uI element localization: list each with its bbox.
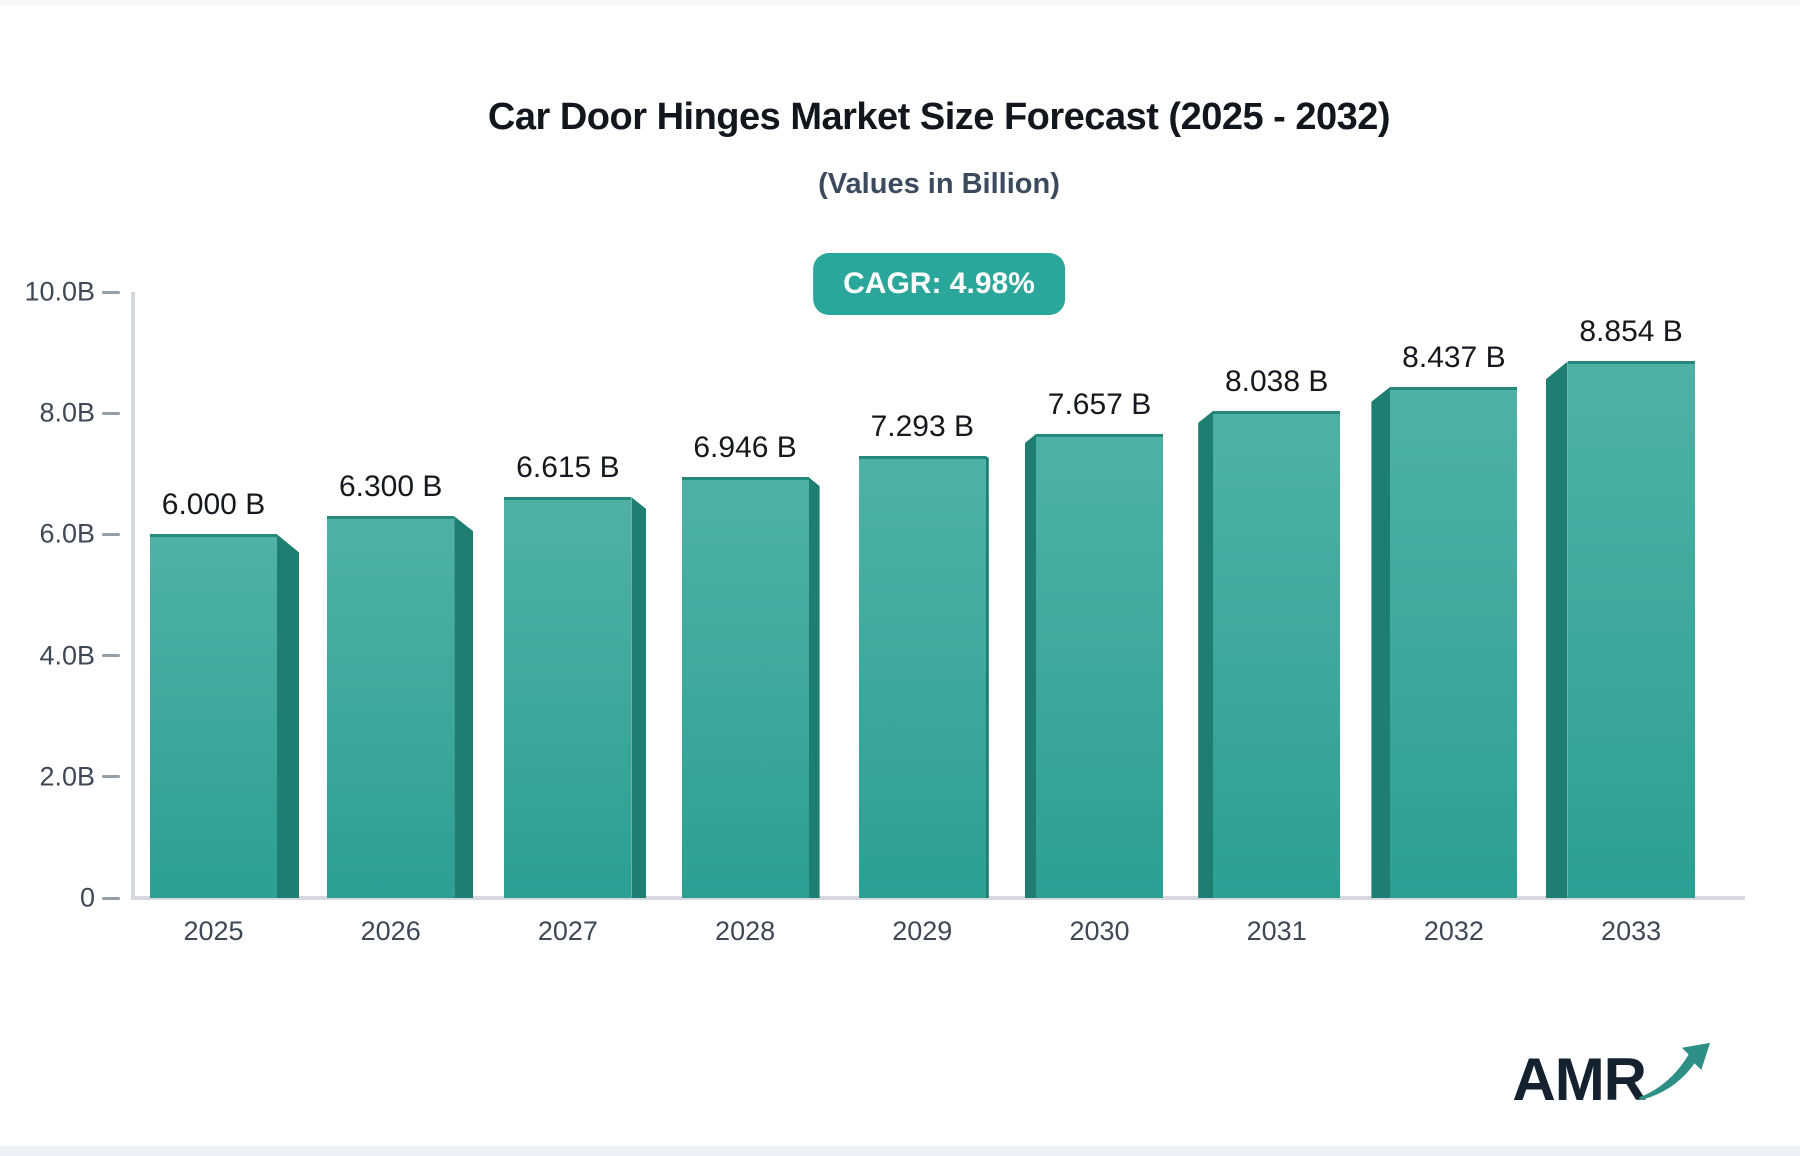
- bar-value-label: 8.038 B: [1224, 364, 1329, 398]
- bar: [681, 477, 809, 898]
- y-tick-label: 2.0B: [39, 761, 95, 792]
- bar-side-panel: [277, 534, 299, 898]
- y-tick-label: 6.0B: [39, 518, 95, 549]
- y-tick-label: 10.0B: [24, 276, 95, 307]
- y-tick-label: 0: [79, 882, 95, 913]
- bar-side-panel: [1198, 410, 1214, 898]
- bar-side-panel: [454, 516, 474, 898]
- bar-side-panel: [1371, 386, 1391, 898]
- bar: [1213, 410, 1341, 898]
- bar-value-label: 7.657 B: [1047, 387, 1152, 421]
- y-tick-mark: [102, 775, 120, 779]
- x-axis-label: 2026: [360, 916, 421, 946]
- y-axis-line: [131, 292, 135, 898]
- bar-side-panel: [1025, 433, 1036, 898]
- y-tick-mark: [102, 290, 120, 294]
- y-tick-label: 4.0B: [39, 640, 95, 671]
- x-axis-label: 2031: [1246, 916, 1307, 946]
- growth-arrow-icon: [1639, 1042, 1711, 1101]
- y-tick-mark: [102, 411, 120, 415]
- bar: [1390, 386, 1518, 898]
- bar-value-label: 8.854 B: [1579, 315, 1683, 349]
- y-tick-mark: [102, 532, 120, 536]
- x-axis-label: 2033: [1601, 916, 1662, 946]
- y-tick-label: 8.0B: [39, 397, 95, 428]
- bar-value-label: 7.293 B: [870, 410, 974, 444]
- chart-subtitle: (Values in Billion): [818, 168, 1060, 200]
- y-tick-mark: [102, 896, 120, 900]
- bar: [150, 534, 277, 898]
- x-axis-label: 2028: [715, 916, 776, 946]
- amr-logo-text: AMR: [1512, 1046, 1647, 1113]
- bar-value-label: 8.437 B: [1402, 340, 1506, 374]
- amr-logo: AMR: [1512, 1038, 1716, 1110]
- bar-side-panel: [985, 456, 989, 898]
- bar-value-label: 6.000 B: [161, 488, 266, 522]
- x-axis-label: 2030: [1069, 916, 1130, 946]
- bottom-strip: [0, 1146, 1800, 1156]
- cagr-badge: CAGR: 4.98%: [813, 253, 1065, 315]
- bar-side-panel: [808, 477, 820, 898]
- x-axis-label: 2027: [537, 916, 598, 946]
- bar-value-label: 6.300 B: [338, 470, 443, 504]
- bar: [504, 497, 632, 898]
- x-axis-label: 2025: [183, 916, 244, 946]
- x-axis-line: [131, 896, 1745, 900]
- bar: [1567, 361, 1695, 898]
- bar-side-panel: [1545, 361, 1568, 898]
- top-strip: [0, 0, 1800, 6]
- bar: [327, 516, 455, 898]
- x-axis-label: 2032: [1423, 916, 1484, 946]
- bar: [1036, 433, 1163, 898]
- bar-value-label: 6.615 B: [516, 451, 620, 485]
- bar-side-panel: [631, 497, 647, 898]
- bar: [858, 456, 986, 898]
- bar-value-label: 6.946 B: [693, 431, 797, 465]
- x-axis-label: 2029: [892, 916, 953, 946]
- chart-title: Car Door Hinges Market Size Forecast (20…: [487, 96, 1391, 138]
- y-tick-mark: [102, 654, 120, 658]
